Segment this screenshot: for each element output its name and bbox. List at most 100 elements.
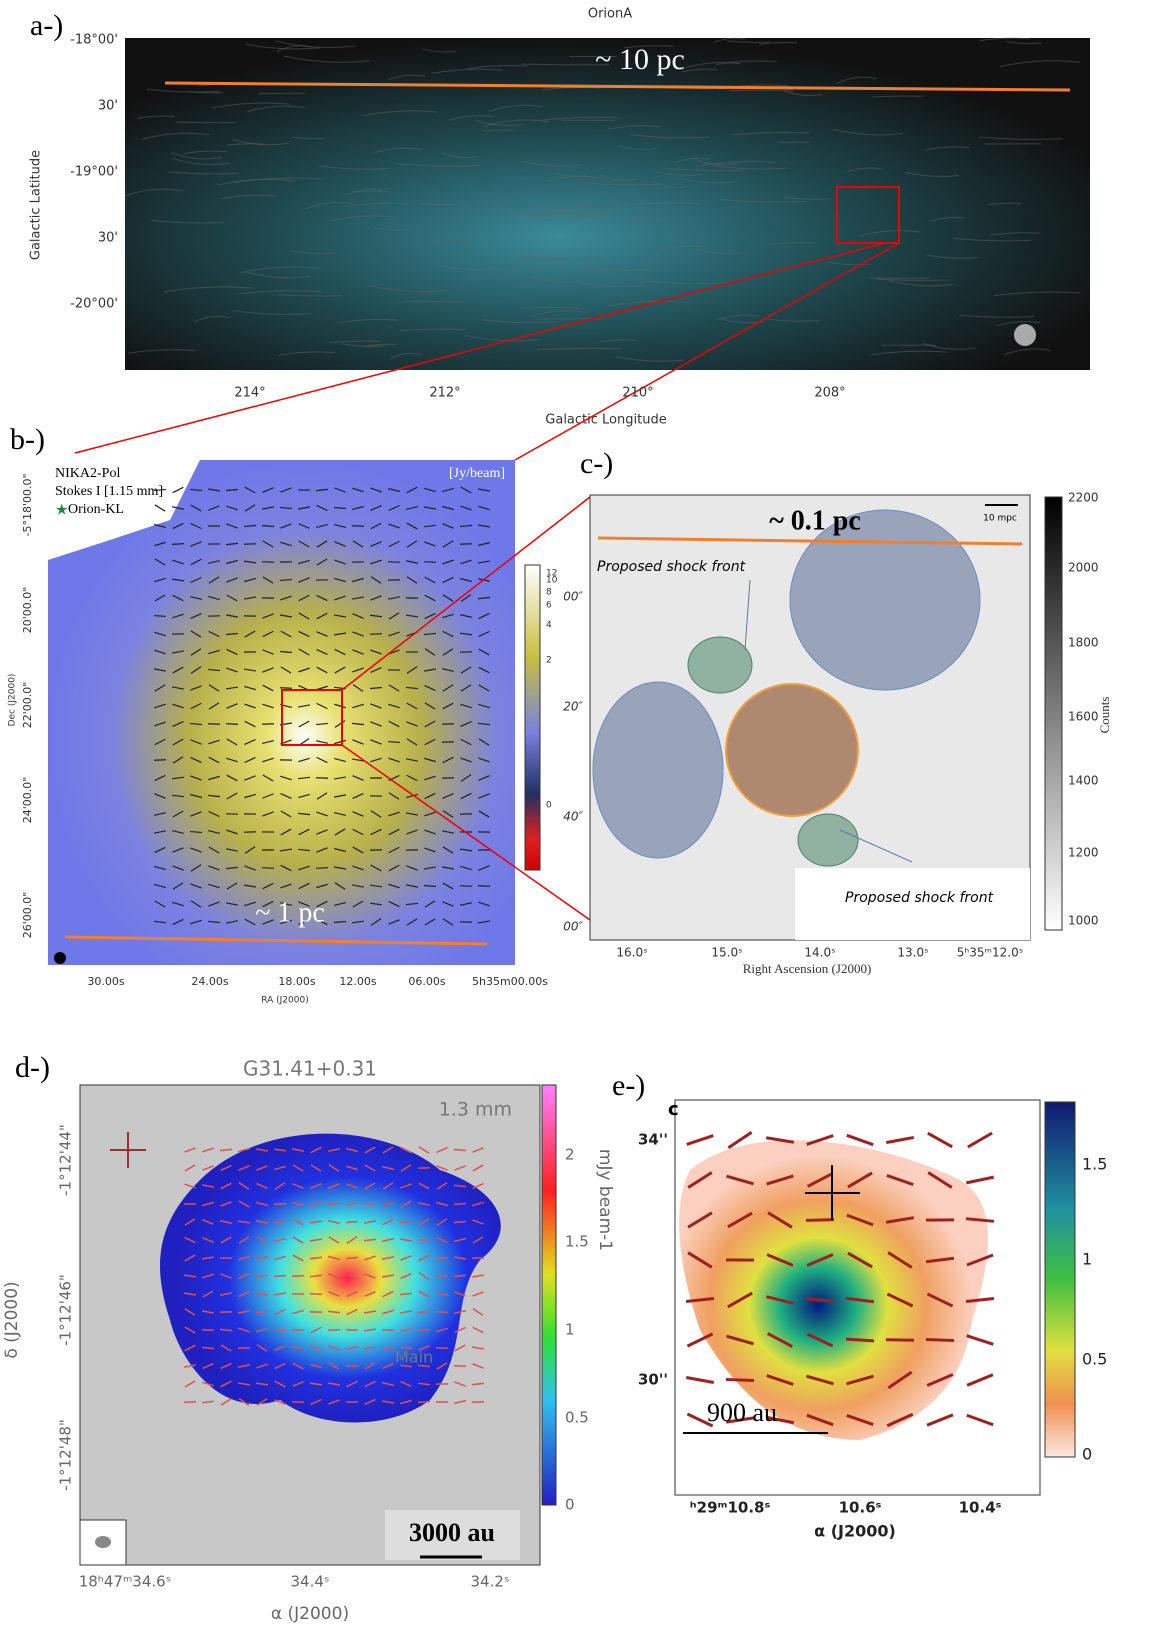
vector <box>423 668 437 672</box>
vector <box>327 1148 341 1152</box>
vector <box>274 1362 286 1370</box>
vector <box>423 524 437 528</box>
vector <box>316 883 328 889</box>
vector <box>352 649 364 655</box>
vector <box>382 1146 394 1154</box>
vector <box>292 1254 304 1262</box>
vector <box>370 828 382 836</box>
vector <box>225 723 239 725</box>
vector <box>292 1236 304 1244</box>
field-line <box>617 145 657 150</box>
y-tick-label: 00″ <box>563 590 583 604</box>
y-tick-label: 24'00.0" <box>21 777 34 824</box>
vector <box>226 505 238 511</box>
field-line <box>283 55 370 63</box>
x-label: α (J2000) <box>814 1522 896 1541</box>
vector <box>370 721 382 727</box>
vector <box>472 1291 484 1297</box>
field-line <box>481 319 556 324</box>
vector <box>442 810 454 818</box>
x-tick-label: 16.0ˢ <box>616 946 647 960</box>
vector <box>406 721 418 727</box>
vector <box>726 1174 754 1186</box>
vector <box>965 1217 995 1223</box>
legend: NIKA2-Pol <box>55 466 120 481</box>
field-line <box>278 351 336 356</box>
vector <box>388 900 400 908</box>
vector <box>477 885 491 887</box>
field-line <box>368 284 450 293</box>
vector <box>442 668 454 672</box>
vector <box>226 920 238 924</box>
vector <box>388 612 400 620</box>
vector <box>885 1135 915 1145</box>
vector <box>280 595 292 601</box>
pointer <box>839 829 913 863</box>
vector <box>220 1201 232 1207</box>
vector <box>453 1184 467 1188</box>
vector <box>298 793 310 799</box>
vector <box>435 1291 449 1297</box>
x-tick-label: 30.00s <box>87 975 124 988</box>
vector <box>189 830 203 834</box>
vector <box>478 684 490 692</box>
y-tick-label: 00″ <box>563 920 583 934</box>
vector <box>477 596 491 600</box>
field-line <box>449 115 494 121</box>
zoom-box <box>281 689 343 746</box>
vector <box>346 1236 358 1244</box>
field-line <box>502 212 573 217</box>
field-line <box>388 74 426 81</box>
panel-label: e-) <box>612 1069 645 1102</box>
vector <box>255 1327 269 1333</box>
vector <box>154 577 166 583</box>
vector <box>333 794 347 798</box>
field-line <box>531 275 582 283</box>
vector <box>244 918 256 926</box>
vector <box>298 612 310 620</box>
vectors <box>183 1146 485 1406</box>
vector <box>190 612 202 620</box>
vector <box>436 1181 448 1191</box>
vector <box>472 1236 484 1244</box>
vector <box>309 1220 323 1224</box>
vector <box>298 720 310 728</box>
vector <box>369 902 383 906</box>
vector <box>219 1292 233 1296</box>
vector <box>424 594 436 602</box>
colorbar-label: mJy beam-1 <box>595 1149 615 1251</box>
vector <box>477 920 491 924</box>
vector <box>334 882 346 890</box>
vector <box>346 1290 358 1298</box>
vector <box>202 1273 214 1279</box>
field-line <box>872 95 923 98</box>
vector <box>190 648 202 656</box>
vector <box>280 919 292 925</box>
vector <box>370 703 382 709</box>
field-line <box>770 242 817 246</box>
vector <box>363 1238 377 1242</box>
vector <box>460 703 472 709</box>
panel-label: a-) <box>30 9 63 42</box>
vector <box>202 1201 214 1207</box>
vector <box>845 1337 875 1343</box>
y-tick-label: 2200 <box>1068 491 1099 505</box>
vector <box>184 1344 196 1352</box>
vector <box>262 684 274 692</box>
vector <box>352 631 364 637</box>
vector <box>886 1174 914 1186</box>
vector <box>208 901 220 907</box>
vector <box>292 1201 304 1207</box>
vector <box>478 810 490 818</box>
y-tick-label: 2 <box>565 1146 575 1164</box>
vector <box>202 1237 214 1243</box>
scale-arrow <box>597 536 1023 546</box>
colorbar <box>524 564 541 871</box>
vector <box>298 828 310 836</box>
vector <box>418 1254 430 1262</box>
vector <box>370 522 382 530</box>
vector <box>316 847 328 853</box>
connector <box>341 496 591 691</box>
vector <box>280 523 292 529</box>
vector <box>345 1220 359 1224</box>
